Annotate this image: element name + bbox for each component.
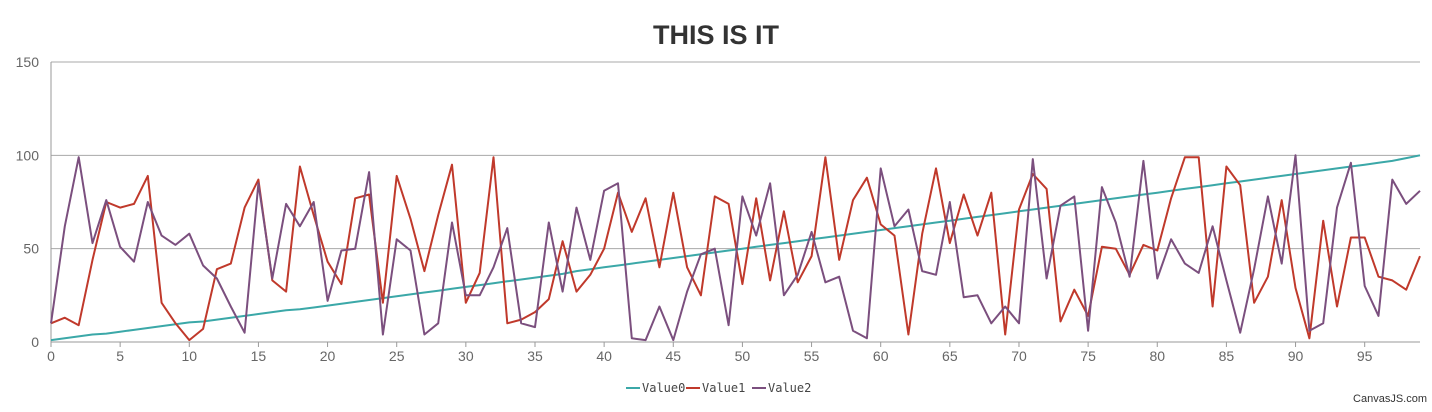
x-tick-label: 90	[1288, 348, 1304, 364]
legend[interactable]: Value0 Value1 Value2	[626, 381, 811, 395]
x-tick-label: 50	[735, 348, 751, 364]
legend-label: Value1	[702, 381, 745, 395]
legend-item-value1[interactable]: Value1	[686, 381, 745, 395]
x-tick-label: 80	[1149, 348, 1165, 364]
y-tick-label: 0	[31, 334, 39, 350]
series-layer	[50, 154, 1421, 342]
legend-label: Value0	[642, 381, 685, 395]
axes	[50, 62, 1420, 347]
x-tick-label: 40	[596, 348, 612, 364]
x-tick-label: 30	[458, 348, 474, 364]
chart-title: THIS IS IT	[653, 20, 780, 50]
legend-label: Value2	[768, 381, 811, 395]
y-tick-label: 150	[16, 54, 40, 70]
x-tick-label: 5	[116, 348, 124, 364]
x-tick-label: 10	[181, 348, 197, 364]
y-tick-label: 50	[23, 241, 39, 257]
x-tick-label: 95	[1357, 348, 1373, 364]
x-tick-label: 15	[251, 348, 267, 364]
credit-label[interactable]: CanvasJS.com	[1353, 393, 1427, 405]
series-line-value1[interactable]	[50, 156, 1421, 342]
x-tick-label: 65	[942, 348, 958, 364]
x-tick-label: 20	[320, 348, 336, 364]
x-tick-label: 35	[527, 348, 543, 364]
tick-labels: 0 50 100 150 0 5 10 15 20 25 30 35 40 45 50 55 60 65 70 75 8…	[16, 54, 1373, 364]
y-tick-label: 100	[16, 147, 40, 163]
x-tick-label: 60	[873, 348, 889, 364]
series-line-value2[interactable]	[50, 154, 1421, 342]
x-tick-label: 85	[1219, 348, 1235, 364]
x-tick-label: 25	[389, 348, 405, 364]
x-tick-label: 45	[665, 348, 681, 364]
legend-item-value2[interactable]: Value2	[752, 381, 811, 395]
x-tick-label: 0	[47, 348, 55, 364]
x-tick-label: 70	[1011, 348, 1027, 364]
x-tick-label: 55	[804, 348, 820, 364]
legend-item-value0[interactable]: Value0	[626, 381, 685, 395]
gridlines	[51, 61, 1420, 250]
x-tick-label: 75	[1080, 348, 1096, 364]
